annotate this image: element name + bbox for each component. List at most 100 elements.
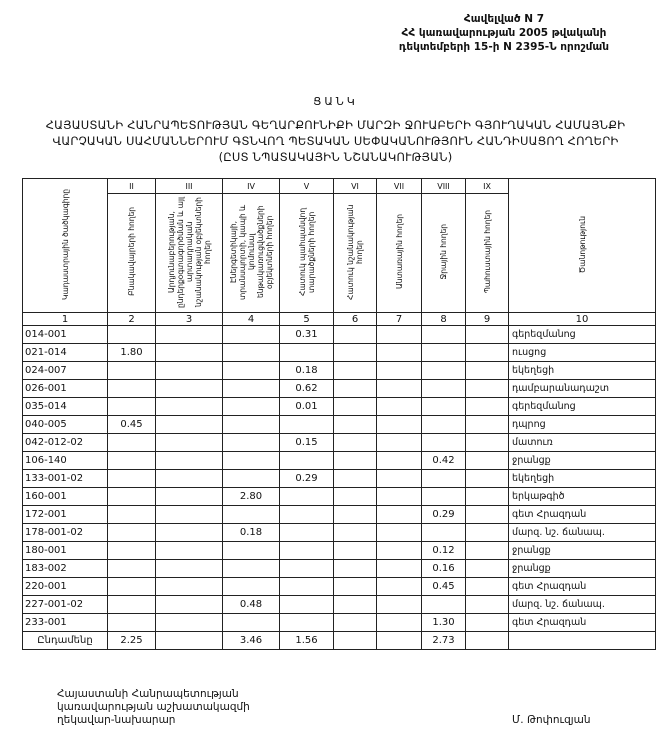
list-title: ՑԱՆԿ xyxy=(313,95,358,108)
area-cell xyxy=(107,433,156,452)
area-cell xyxy=(465,469,509,488)
heading-line: (ԸՍՏ ՆՊԱՏԱԿԱՅԻՆ ՆՇԱՆԱԿՈՒԹՅԱՆ) xyxy=(218,150,453,164)
area-cell xyxy=(222,397,280,416)
area-cell xyxy=(279,577,334,596)
area-cell xyxy=(333,559,377,578)
cadastral-code: 233-001 xyxy=(22,613,108,632)
area-cell xyxy=(155,469,223,488)
area-cell xyxy=(333,469,377,488)
area-cell xyxy=(333,541,377,560)
area-cell xyxy=(222,451,280,470)
header-cell: Կադաստրային ծածկագիրը xyxy=(22,178,108,313)
area-cell xyxy=(465,613,509,632)
area-cell xyxy=(333,505,377,524)
land-table: Կադաստրային ծածկագիրը II III IV V VI VII VIII IX… xyxy=(22,178,656,650)
area-cell: 0.31 xyxy=(279,325,334,344)
area-cell xyxy=(155,505,223,524)
area-cell xyxy=(333,397,377,416)
area-cell xyxy=(107,577,156,596)
area-cell xyxy=(333,451,377,470)
appendix-line: Հավելված N 7 xyxy=(463,13,545,25)
roman-numeral: V xyxy=(279,178,334,194)
signatory-line: Հայաստանի Հանրապետության xyxy=(57,688,239,700)
table-row: 021-014 1.80 ուսցոց xyxy=(22,343,656,362)
area-cell xyxy=(465,577,509,596)
column-number: 2 xyxy=(107,312,156,326)
area-cell xyxy=(421,433,466,452)
area-cell xyxy=(376,415,422,434)
area-cell xyxy=(279,505,334,524)
area-cell: 0.18 xyxy=(279,361,334,380)
area-cell xyxy=(376,361,422,380)
signatory-title: Հայաստանի Հանրապետության կառավարության ա… xyxy=(57,688,250,727)
area-cell xyxy=(107,523,156,542)
header-label: Էներգետիկայի, տրանսպորտի, կապի և կոմունա… xyxy=(228,203,274,300)
header-label: Հատուկ պահպանվող տարածքների հողեր xyxy=(297,207,316,296)
cadastral-code: 183-002 xyxy=(22,559,108,578)
cadastral-code: 042-012-02 xyxy=(22,433,108,452)
heading-line: ՎԱՐՉԱԿԱՆ ՍԱՀՄԱՆՆԵՐՈՒՄ ԳՏՆՎՈՂ ՊԵՏԱԿԱՆ ՍԵՓ… xyxy=(52,134,619,148)
area-cell: 1.30 xyxy=(421,613,466,632)
cadastral-code: 014-001 xyxy=(22,325,108,344)
area-cell xyxy=(155,523,223,542)
area-cell: 0.45 xyxy=(421,577,466,596)
area-cell xyxy=(107,595,156,614)
area-cell xyxy=(333,577,377,596)
header-cell: Արդյունաբերության, ընդերքօգտագործման և ա… xyxy=(155,193,223,313)
area-cell xyxy=(465,361,509,380)
appendix-reference: Հավելված N 7 ՀՀ կառավարության 2005 թվակա… xyxy=(399,12,609,54)
area-cell xyxy=(155,577,223,596)
header-cell: Հատուկ նշանակության հողեր xyxy=(333,193,377,313)
table-row: 133-001-02 0.29 եկեղեցի xyxy=(22,469,656,488)
table-row: 178-001-02 0.18 մարզ. նշ. ճանապ. xyxy=(22,523,656,542)
header-cell: Հատուկ պահպանվող տարածքների հողեր xyxy=(279,193,334,313)
area-cell xyxy=(465,415,509,434)
table-row: 106-140 0.42 ջրանցք xyxy=(22,451,656,470)
cadastral-code: 178-001-02 xyxy=(22,523,108,542)
area-cell xyxy=(222,613,280,632)
area-cell xyxy=(421,397,466,416)
cadastral-code: 133-001-02 xyxy=(22,469,108,488)
total-row: Ընդամենը 2.25 3.46 1.56 2.73 xyxy=(22,631,656,650)
header-label: Պահուստային հողեր xyxy=(482,209,492,294)
column-number: 8 xyxy=(421,312,466,326)
area-cell xyxy=(465,505,509,524)
area-cell xyxy=(376,469,422,488)
table-row: 172-001 0.29 գետ Հրազդան xyxy=(22,505,656,524)
area-cell xyxy=(155,361,223,380)
roman-numeral: II xyxy=(107,178,156,194)
area-cell xyxy=(333,523,377,542)
area-cell xyxy=(107,613,156,632)
area-cell xyxy=(107,469,156,488)
header-cell: Ջրային հողեր xyxy=(421,193,466,313)
area-cell xyxy=(465,451,509,470)
area-cell xyxy=(279,523,334,542)
note-cell: եկեղեցի xyxy=(508,469,656,488)
area-cell xyxy=(155,397,223,416)
area-cell xyxy=(421,523,466,542)
roman-numeral: IV xyxy=(222,178,280,194)
area-cell xyxy=(333,325,377,344)
area-cell xyxy=(376,595,422,614)
area-cell xyxy=(465,541,509,560)
cadastral-code: 160-001 xyxy=(22,487,108,506)
note-cell: դամբարանադաշտ xyxy=(508,379,656,398)
area-cell xyxy=(465,343,509,362)
note-cell: գետ Հրազդան xyxy=(508,613,656,632)
note-cell: ջրանցք xyxy=(508,451,656,470)
area-cell xyxy=(333,433,377,452)
area-cell xyxy=(155,451,223,470)
area-cell xyxy=(107,487,156,506)
area-cell xyxy=(107,559,156,578)
area-cell xyxy=(155,559,223,578)
header-cell: Բնակավայրերի հողեր xyxy=(107,193,156,313)
area-cell xyxy=(222,577,280,596)
area-cell xyxy=(376,343,422,362)
note-cell: մարզ. նշ. ճանապ. xyxy=(508,523,656,542)
column-number: 4 xyxy=(222,312,280,326)
cadastral-code: 172-001 xyxy=(22,505,108,524)
area-cell xyxy=(155,415,223,434)
table-row: 220-001 0.45 գետ Հրազդան xyxy=(22,577,656,596)
area-cell xyxy=(279,613,334,632)
